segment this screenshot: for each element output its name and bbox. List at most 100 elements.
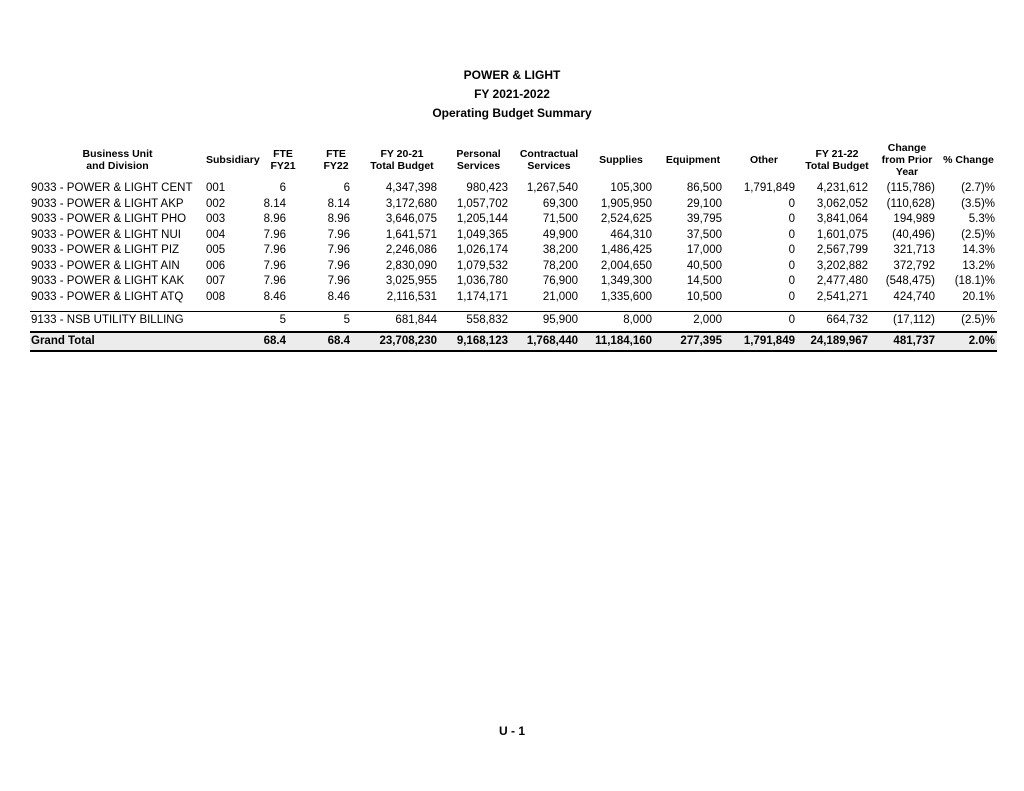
cell-fy-21-22-total-budget: 3,841,064: [816, 213, 868, 225]
cell-contractual-services: 69,300: [542, 197, 578, 210]
cell-business-unit: 9033 - POWER & LIGHT PIZ: [31, 244, 180, 256]
cell-change-from-prior-year: (110,628): [886, 197, 935, 210]
cell-fy-21-22-total-budget: 664,732: [800, 310, 874, 332]
column-header-equipment: Equipment: [665, 154, 721, 166]
cell-business-unit: 9033 - POWER & LIGHT KAK: [31, 275, 185, 287]
cell-subsidiary: 006: [206, 259, 226, 272]
cell-business-unit: 9033 - POWER & LIGHT AIN: [31, 259, 180, 272]
table-row: 9033 - POWER & LIGHT AIN 006 7.96 7.96 2,830…: [30, 259, 997, 275]
cell-equipment: 14,500: [686, 275, 722, 287]
cell-fy-20-21-total-budget: 4,347,398: [385, 182, 437, 194]
cell-contractual-services: 71,500: [542, 213, 578, 225]
cell-fy-21-22-total-budget: 4,231,612: [816, 182, 868, 194]
cell-pct-change: (2.7)%: [961, 182, 995, 194]
cell-other: 0: [728, 310, 800, 332]
cell-business-unit: 9033 - POWER & LIGHT CENT: [31, 182, 193, 194]
cell-fy-20-21-total-budget: 2,246,086: [385, 244, 437, 256]
cell-fte-fy21: 7.96: [263, 228, 286, 241]
table-header: Business Unit and Division Subsidiary FTE …: [30, 142, 997, 181]
cell-change-from-prior-year: 194,989: [893, 213, 935, 225]
cell-equipment: 37,500: [686, 228, 722, 241]
cell-fy-20-21-total-budget: 681,844: [361, 310, 443, 332]
cell-fte-fy22: 8.46: [327, 290, 350, 303]
cell-contractual-services: 38,200: [542, 244, 578, 256]
cell-business-unit: 9033 - POWER & LIGHT AKP: [31, 197, 184, 210]
column-header-personal-services: Personal Services: [456, 148, 501, 172]
report-header: POWER & LIGHT FY 2021-2022 Operating Bud…: [0, 66, 1024, 123]
cell-fy-20-21-total-budget: 3,172,680: [385, 197, 437, 210]
cell-change-from-prior-year: (548,475): [885, 275, 935, 287]
cell-other: 1,791,849: [728, 330, 800, 352]
cell-subsidiary: 003: [206, 213, 226, 225]
cell-equipment: 39,795: [686, 213, 722, 225]
cell-personal-services: 1,049,365: [456, 228, 508, 241]
report-subtitle: Operating Budget Summary: [432, 106, 592, 120]
cell-fte-fy21: 5: [255, 310, 311, 332]
cell-fte-fy22: 8.96: [327, 213, 350, 225]
cell-contractual-services: 1,267,540: [526, 182, 578, 194]
cell-other: 0: [788, 259, 795, 272]
cell-contractual-services: 1,768,440: [514, 330, 584, 352]
cell-pct-change: (2.5)%: [961, 228, 995, 241]
cell-fy-20-21-total-budget: 3,025,955: [385, 275, 437, 287]
cell-fte-fy22: 6: [343, 182, 350, 194]
cell-personal-services: 1,057,702: [456, 197, 508, 210]
cell-supplies: 1,905,950: [600, 197, 652, 210]
cell-business-unit: Grand Total: [30, 330, 205, 352]
cell-personal-services: 1,174,171: [456, 290, 508, 303]
table-row: 9033 - POWER & LIGHT PIZ 005 7.96 7.96 2,246…: [30, 243, 997, 259]
cell-subsidiary: [205, 330, 255, 352]
column-header-other: Other: [749, 154, 778, 166]
table-row: 9033 - POWER & LIGHT CENT 001 6 6 4,347,398 9…: [30, 181, 997, 197]
table-row: 9033 - POWER & LIGHT PHO 003 8.96 8.96 3,646…: [30, 212, 997, 228]
table-row: 9033 - POWER & LIGHT ATQ 008 8.46 8.46 2,116…: [30, 290, 997, 312]
cell-fy-20-21-total-budget: 2,830,090: [385, 259, 437, 272]
cell-personal-services: 980,423: [466, 182, 508, 194]
cell-fte-fy21: 7.96: [263, 244, 286, 256]
column-header-fte-fy21: FTE FY21: [270, 148, 296, 172]
cell-business-unit: 9133 - NSB UTILITY BILLING: [30, 310, 205, 332]
table-row: 9033 - POWER & LIGHT KAK 007 7.96 7.96 3,025…: [30, 274, 997, 290]
table-row: 9133 - NSB UTILITY BILLING 5 5 681,844 558,8…: [30, 310, 997, 332]
cell-fte-fy22: 68.4: [311, 330, 361, 352]
cell-pct-change: (2.5)%: [940, 310, 997, 332]
cell-contractual-services: 76,900: [542, 275, 578, 287]
cell-business-unit: 9033 - POWER & LIGHT ATQ: [31, 290, 184, 303]
cell-fte-fy22: 8.14: [327, 197, 350, 210]
cell-fy-21-22-total-budget: 24,189,967: [800, 330, 874, 352]
cell-equipment: 277,395: [658, 330, 728, 352]
grand-total-row: Grand Total 68.4 68.4 23,708,230 9,168,123 1,…: [30, 330, 997, 352]
cell-fte-fy21: 7.96: [263, 259, 286, 272]
cell-subsidiary: 001: [206, 182, 226, 194]
cell-change-from-prior-year: 321,713: [893, 244, 935, 256]
cell-equipment: 29,100: [686, 197, 722, 210]
cell-pct-change: 2.0%: [940, 330, 997, 352]
cell-change-from-prior-year: 372,792: [893, 259, 935, 272]
cell-personal-services: 9,168,123: [443, 330, 514, 352]
cell-other: 0: [788, 244, 795, 256]
cell-fy-21-22-total-budget: 1,601,075: [816, 228, 868, 241]
cell-fte-fy22: 7.96: [327, 275, 350, 287]
cell-fte-fy21: 8.14: [263, 197, 286, 210]
cell-change-from-prior-year: 424,740: [893, 290, 935, 303]
cell-fte-fy21: 6: [279, 182, 286, 194]
cell-subsidiary: 005: [206, 244, 226, 256]
cell-other: 0: [788, 275, 795, 287]
cell-personal-services: 558,832: [443, 310, 514, 332]
cell-pct-change: 14.3%: [962, 244, 995, 256]
cell-pct-change: 13.2%: [962, 259, 995, 272]
cell-contractual-services: 49,900: [542, 228, 578, 241]
cell-subsidiary: [205, 310, 255, 332]
cell-other: 0: [788, 197, 795, 210]
cell-other: 0: [788, 290, 795, 303]
cell-pct-change: 20.1%: [962, 290, 995, 303]
table-header-row: Business Unit and Division Subsidiary FTE …: [30, 142, 997, 181]
cell-supplies: 2,524,625: [600, 213, 652, 225]
cell-fte-fy22: 7.96: [327, 228, 350, 241]
cell-supplies: 1,335,600: [600, 290, 652, 303]
cell-fy-21-22-total-budget: 3,062,052: [816, 197, 868, 210]
column-header-fte-fy22: FTE FY22: [323, 148, 349, 172]
cell-fte-fy21: 8.46: [263, 290, 286, 303]
column-header-pct-change: % Change: [943, 154, 994, 166]
